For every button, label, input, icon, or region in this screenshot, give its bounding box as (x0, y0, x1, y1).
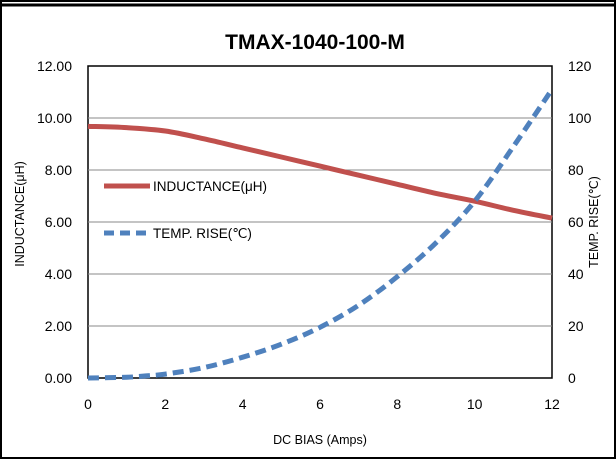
x-tick-label: 0 (84, 396, 92, 412)
y-left-tick-label: 2.00 (45, 318, 72, 334)
series-line-temp-rise (87, 88, 555, 381)
x-tick-label: 6 (316, 396, 324, 412)
x-tick-label: 4 (239, 396, 247, 412)
series-lines (87, 88, 555, 381)
y-left-tick-label: 6.00 (45, 214, 72, 230)
legend-label-inductance: INDUCTANCE(μH) (153, 179, 267, 194)
y-right-tick-label: 0 (568, 370, 576, 386)
series-line-inductance (87, 123, 553, 221)
y-right-tick-label: 20 (568, 318, 584, 334)
y-left-tick-label: 8.00 (45, 162, 72, 178)
y-left-tick-label: 0.00 (45, 370, 72, 386)
x-tick-label: 8 (393, 396, 401, 412)
x-tick-label: 2 (161, 396, 169, 412)
y-left-tick-label: 4.00 (45, 266, 72, 282)
y-right-tick-label: 40 (568, 266, 584, 282)
legend: INDUCTANCE(μH) TEMP. RISE(℃) (104, 179, 267, 241)
gridlines (88, 117, 552, 327)
chart-title: TMAX-1040-100-M (225, 31, 405, 54)
y-right-tick-label: 100 (568, 110, 592, 126)
x-axis-label: DC BIAS (Amps) (273, 433, 367, 447)
x-tick-label: 12 (544, 396, 560, 412)
y-right-tick-label: 60 (568, 214, 584, 230)
x-tick-label: 10 (467, 396, 483, 412)
legend-label-temp-rise: TEMP. RISE(℃) (153, 226, 252, 241)
y-left-tick-label: 10.00 (37, 110, 72, 126)
y-axis-right-label: TEMP. RISE(℃) (587, 176, 601, 268)
y-right-tick-label: 120 (568, 58, 592, 74)
y-axis-left-label: INDUCTANCE(μH) (13, 161, 27, 267)
y-left-tick-label: 12.00 (37, 58, 72, 74)
y-right-tick-label: 80 (568, 162, 584, 178)
